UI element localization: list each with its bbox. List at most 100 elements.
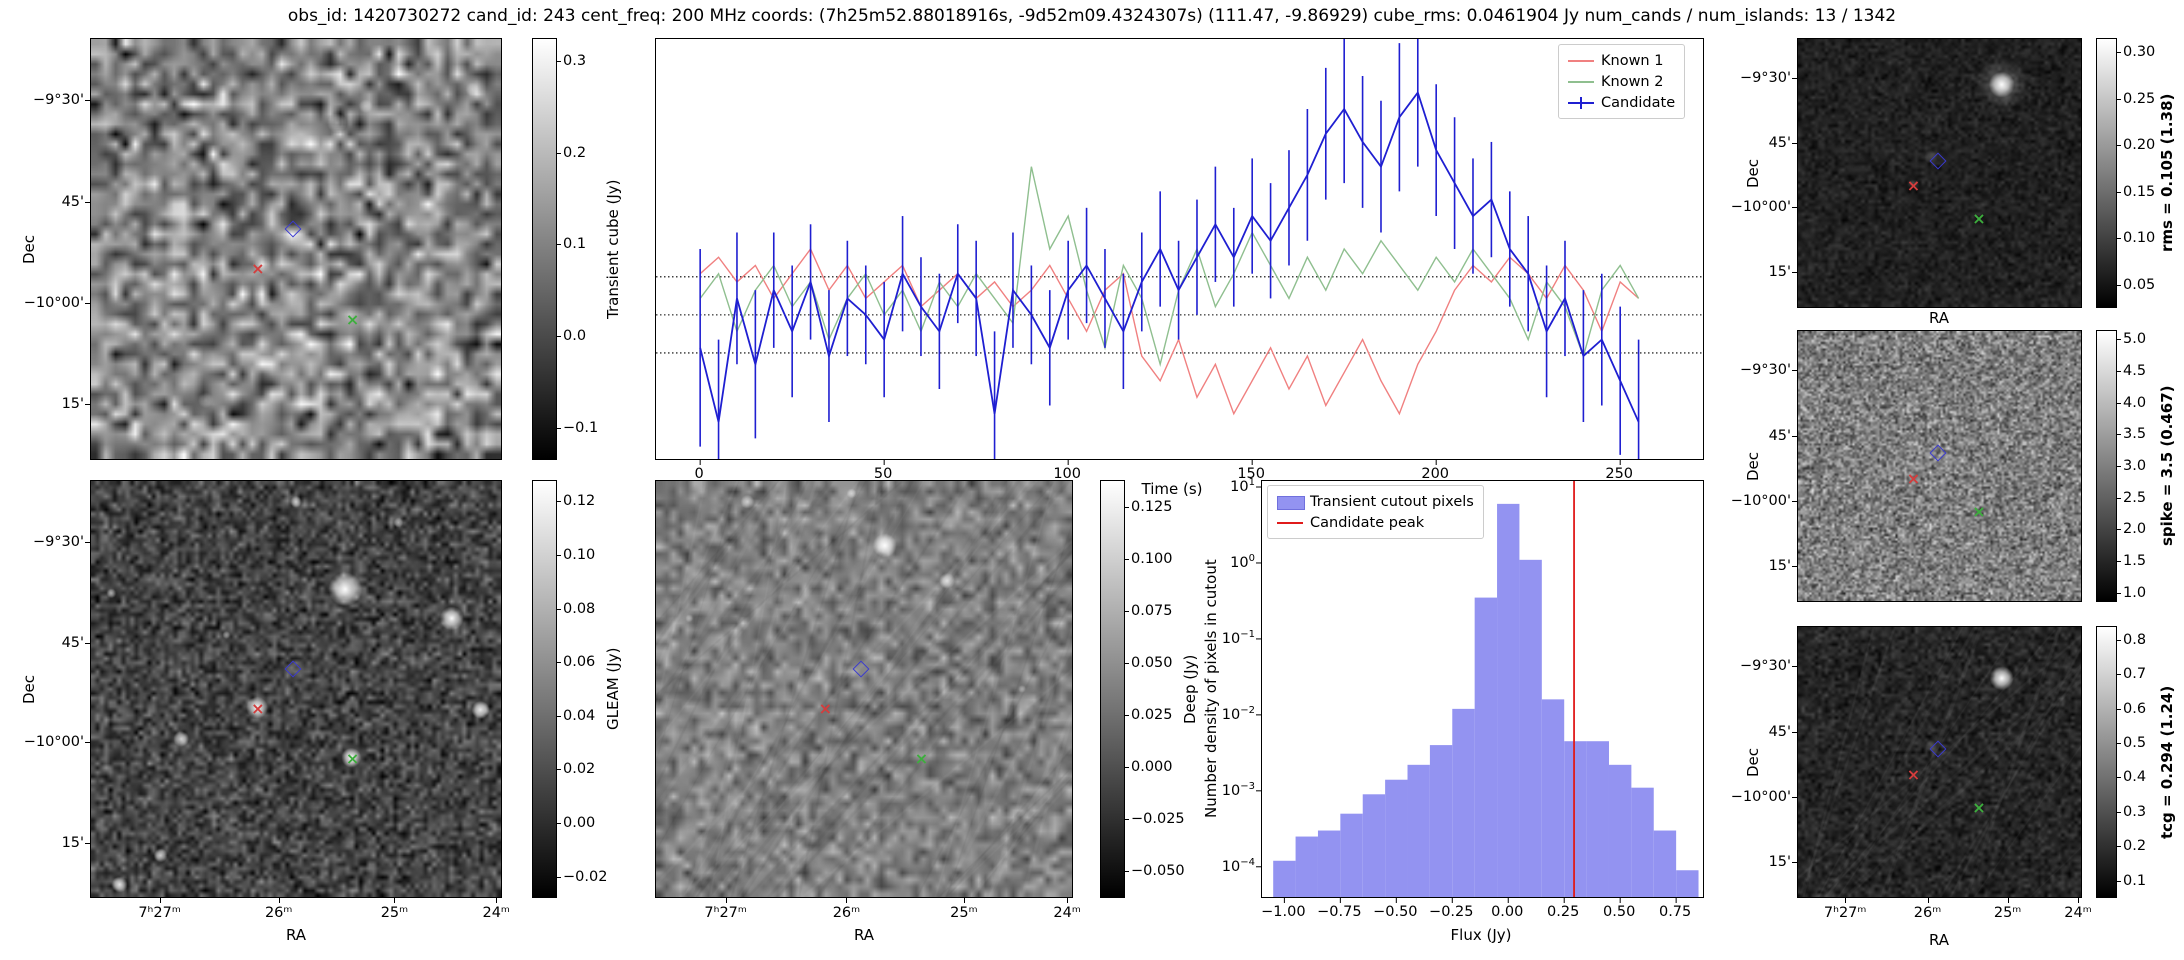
colorbar-tick-label: −0.02 xyxy=(563,868,608,885)
spike-colorbar xyxy=(2096,330,2117,602)
known2-marker-cross: × xyxy=(345,309,360,329)
legend-item-known2: Known 2 xyxy=(1568,71,1675,92)
dec-tick-mark xyxy=(1792,435,1797,437)
legend-label-known2: Known 2 xyxy=(1601,73,1664,90)
colorbar-tick-mark xyxy=(2117,674,2121,676)
ra-tick-mark xyxy=(159,898,161,903)
histogram-xlabel: Flux (Jy) xyxy=(1450,926,1512,944)
colorbar-tick-label: 0.30 xyxy=(2123,43,2156,60)
x-tick-label: −0.75 xyxy=(1317,904,1362,920)
rms-image xyxy=(1798,39,2081,307)
colorbar-tick-mark xyxy=(2117,238,2121,240)
dec-tick-label: 15' xyxy=(1768,558,1791,575)
dec-tick-mark xyxy=(85,541,90,543)
deep-cutout: × × xyxy=(655,480,1073,898)
dec-tick-label: −9°30' xyxy=(1739,69,1791,86)
colorbar-tick-label: 0.025 xyxy=(1131,706,1173,723)
colorbar-tick-label: 0.075 xyxy=(1131,603,1173,619)
peak-line-swatch xyxy=(1277,516,1303,530)
histogram-ylabel: Number density of pixels in cutout xyxy=(1202,559,1220,819)
dec-tick-mark xyxy=(1792,796,1797,798)
y-tick-label: 10−3 xyxy=(1221,780,1255,799)
known1-line-swatch xyxy=(1568,54,1594,68)
figure-title: obs_id: 1420730272 cand_id: 243 cent_fre… xyxy=(287,6,1897,26)
tcg-colorbar-label: tcg = 0.294 (1.24) xyxy=(2158,685,2176,839)
colorbar-tick-mark xyxy=(557,715,561,717)
colorbar-tick-mark xyxy=(2117,811,2121,813)
legend-item-known1: Known 1 xyxy=(1568,50,1675,71)
known1-marker-cross: × xyxy=(1906,176,1921,196)
dec-tick-mark xyxy=(1792,666,1797,668)
colorbar-tick-mark xyxy=(2117,402,2121,404)
colorbar-tick-label: 4.0 xyxy=(2123,394,2147,411)
colorbar-tick-label: 0.7 xyxy=(2123,666,2147,683)
ra-tick-mark xyxy=(278,898,280,903)
known2-marker-cross: × xyxy=(1972,208,1986,228)
y-tick-label: 10−4 xyxy=(1221,856,1255,875)
legend-label-candidate: Candidate xyxy=(1601,94,1676,111)
x-tick-label: −1.00 xyxy=(1261,904,1306,920)
gleam-colorbar-label: GLEAM (Jy) xyxy=(604,647,622,731)
spike-cutout: × × xyxy=(1797,330,2082,602)
flux-histogram-panel xyxy=(1256,480,1704,903)
ra-tick-mark xyxy=(1067,898,1069,903)
deep-colorbar-label: Deep (Jy) xyxy=(1181,654,1199,724)
colorbar-tick-mark xyxy=(557,769,561,771)
colorbar-tick-mark xyxy=(1125,714,1129,716)
dec-tick-mark xyxy=(1792,566,1797,568)
dec-tick-label: 45' xyxy=(1768,723,1791,740)
x-tick-label: 250 xyxy=(1605,466,1634,482)
ra-axis-label: RA xyxy=(1928,309,1950,327)
legend-item-candidate-peak: Candidate peak xyxy=(1277,512,1474,533)
dec-tick-label: 15' xyxy=(1768,854,1791,871)
x-tick-label: 100 xyxy=(1053,466,1082,482)
colorbar-tick-label: 5.0 xyxy=(2123,331,2147,348)
dec-tick-label: −9°30' xyxy=(1739,658,1791,675)
colorbar-tick-label: 0.0 xyxy=(563,328,587,345)
lightcurve-legend: Known 1 Known 2 Candidate xyxy=(1558,44,1686,119)
colorbar-tick-label: 0.25 xyxy=(2123,90,2156,107)
colorbar-tick-mark xyxy=(1125,611,1129,612)
rms-colorbar-label: rms = 0.105 (1.38) xyxy=(2158,93,2176,253)
colorbar-tick-label: 0.08 xyxy=(563,600,596,617)
colorbar-tick-mark xyxy=(2117,191,2121,193)
ra-tick-mark xyxy=(496,898,498,903)
ra-tick-label: 7ʰ27ᵐ xyxy=(138,905,181,921)
colorbar-tick-mark xyxy=(557,555,561,557)
known2-marker-cross: × xyxy=(1972,501,1986,521)
colorbar-tick-label: 0.3 xyxy=(563,52,587,69)
colorbar-tick-mark xyxy=(557,336,561,338)
legend-label-cutout-pixels: Transient cutout pixels xyxy=(1310,493,1474,510)
known1-marker-cross: × xyxy=(818,698,832,718)
colorbar-tick-label: 0.6 xyxy=(2123,700,2147,717)
colorbar-tick-label: 0.1 xyxy=(563,236,587,253)
colorbar-tick-mark xyxy=(2117,846,2121,848)
x-tick-label: 0.25 xyxy=(1547,904,1580,920)
colorbar-tick-mark xyxy=(557,662,561,664)
colorbar-tick-mark xyxy=(2117,708,2121,710)
dec-tick-label: −10°00' xyxy=(1730,492,1791,509)
colorbar-tick-label: 0.2 xyxy=(563,144,587,161)
dec-tick-label: 15' xyxy=(1768,264,1791,281)
colorbar-tick-mark xyxy=(2117,592,2121,594)
legend-item-cutout-pixels: Transient cutout pixels xyxy=(1277,491,1474,512)
dec-tick-label: −9°30' xyxy=(32,92,84,109)
x-tick-label: −0.50 xyxy=(1373,904,1418,920)
colorbar-tick-mark xyxy=(2117,560,2121,562)
dec-tick-mark xyxy=(1792,77,1797,79)
colorbar-tick-label: 1.5 xyxy=(2123,552,2147,569)
known1-marker-cross: × xyxy=(1906,765,1921,785)
known2-line-swatch xyxy=(1568,75,1594,89)
colorbar-tick-label: 0.100 xyxy=(1131,551,1173,568)
colorbar-tick-label: 0.5 xyxy=(2123,735,2147,752)
x-tick-label: −0.25 xyxy=(1429,904,1474,920)
ra-tick-mark xyxy=(394,898,396,903)
dec-tick-mark xyxy=(85,302,90,304)
tcg-image xyxy=(1798,627,2081,897)
ra-tick-label: 25ᵐ xyxy=(950,905,978,921)
dec-tick-label: 15' xyxy=(61,834,84,851)
dec-tick-label: −10°00' xyxy=(23,294,84,311)
legend-label-candidate-peak: Candidate peak xyxy=(1310,514,1425,531)
colorbar-tick-label: 0.4 xyxy=(2123,769,2147,786)
